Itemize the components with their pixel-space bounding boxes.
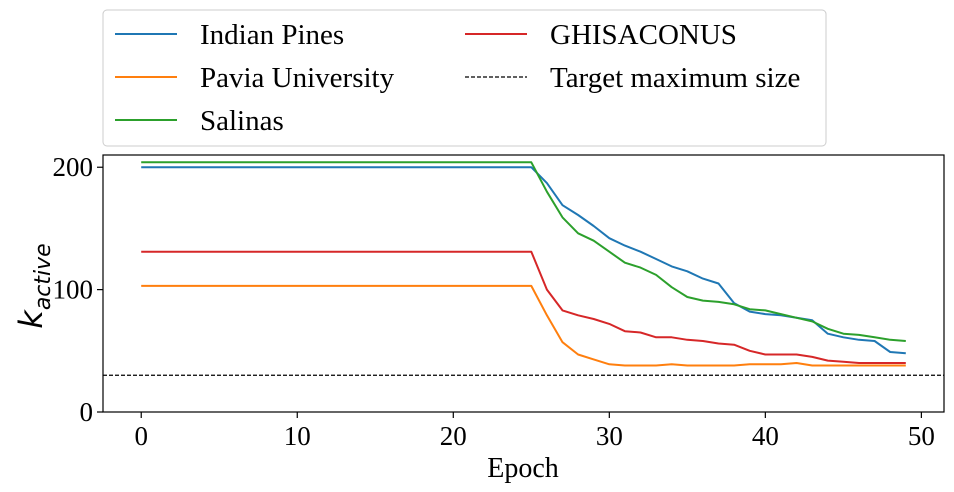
series-line-pavia-university (141, 284, 906, 367)
legend-label: GHISACONUS (550, 19, 737, 51)
x-axis-label: Epoch (487, 453, 559, 484)
series-line-salinas (141, 161, 906, 342)
legend-label: Indian Pines (200, 19, 344, 51)
x-tick-label: 30 (596, 421, 623, 451)
x-tick-label: 50 (908, 421, 935, 451)
y-tick-label: 200 (53, 152, 94, 182)
x-tick-label: 20 (440, 421, 467, 451)
y-axis-label: kactive (12, 243, 56, 328)
legend-label: Salinas (200, 105, 284, 137)
y-tick-label: 0 (80, 397, 94, 427)
legend-frame (102, 9, 827, 147)
x-tick-label: 0 (134, 421, 148, 451)
y-axis-label-base: k (12, 309, 50, 329)
legend-label: Target maximum size (550, 62, 800, 94)
x-tick-label: 10 (284, 421, 311, 451)
plot-frame (102, 154, 945, 413)
y-tick-label: 100 (53, 275, 94, 305)
legend: Indian Pines Pavia University Salinas GHISA… (102, 9, 827, 147)
y-axis-label-sub: active (31, 243, 56, 310)
legend-label: Pavia University (200, 62, 395, 94)
plot-area: 0 10 20 30 40 50 0 100 200 (53, 152, 945, 451)
series-line-indian-pines (141, 166, 906, 355)
x-tick-label: 40 (752, 421, 779, 451)
series-line-ghisaconus (141, 250, 906, 364)
